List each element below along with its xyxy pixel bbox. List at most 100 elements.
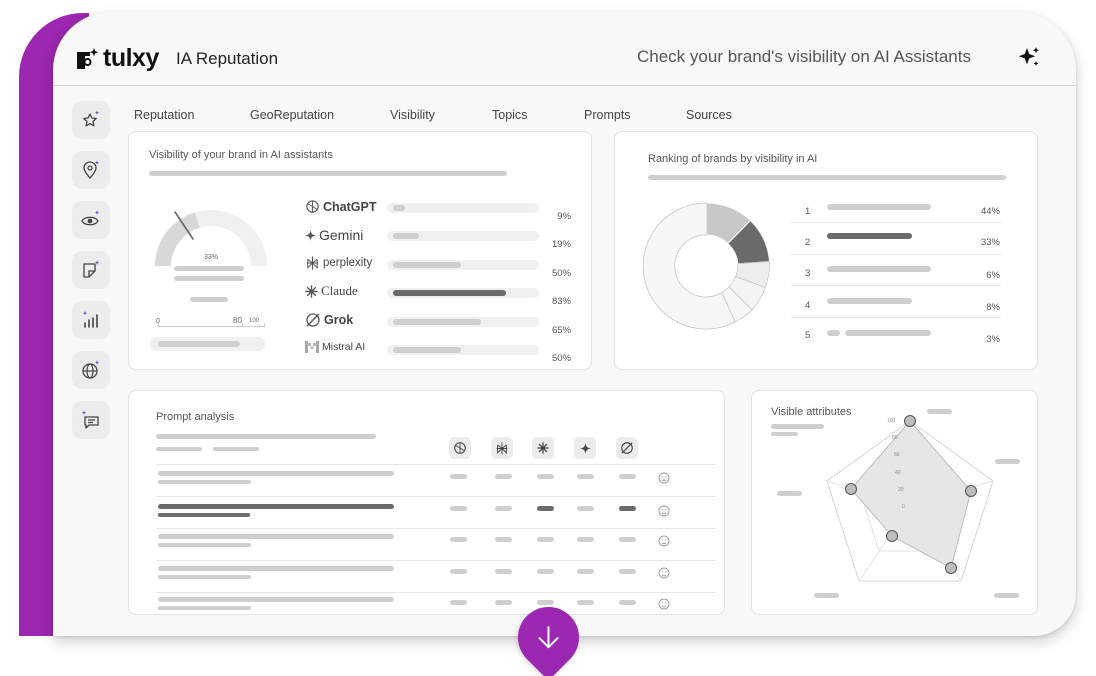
sidebar-item-reputation[interactable] (72, 101, 110, 139)
radar-point (886, 530, 898, 542)
brand-chatgpt-label: ChatGPT (323, 199, 377, 214)
smile-face-icon (658, 504, 670, 522)
prompt-divider (156, 560, 716, 561)
assistant-bar (393, 262, 461, 268)
prompt-text-bar (158, 504, 394, 509)
placeholder-bar (149, 171, 507, 176)
sidebar-item-sources[interactable] (72, 351, 110, 389)
tool-grok[interactable] (616, 437, 638, 459)
gemini-icon (579, 442, 591, 454)
visibility-gauge (155, 210, 267, 266)
grok-icon (306, 313, 320, 327)
prompt-cell (619, 506, 636, 511)
brand-mistral: Mistral AI (305, 341, 365, 353)
radar-point (845, 483, 857, 495)
app-header: tulxy IA Reputation Check your brand's v… (53, 12, 1076, 86)
radar-area (850, 420, 972, 569)
perplexity-icon (496, 441, 508, 455)
radar-point (904, 415, 916, 427)
percent-chatgpt: 9% (557, 211, 571, 222)
tool-gemini[interactable] (574, 437, 596, 459)
prompt-cell (495, 506, 512, 511)
axis-label-placeholder (777, 491, 802, 496)
brand-grok: Grok (305, 312, 353, 328)
rank-percent: 44% (980, 206, 1000, 217)
placeholder-bar (174, 266, 244, 271)
tool-perplexity[interactable] (491, 437, 513, 459)
prompt-cell (619, 569, 636, 574)
tab-prompts[interactable]: Prompts (584, 108, 631, 122)
sidebar-item-georeputation[interactable] (72, 151, 110, 189)
tab-georeputation[interactable]: GeoReputation (250, 108, 335, 122)
sad-face-icon (658, 471, 670, 489)
logo[interactable]: tulxy (75, 44, 159, 73)
prompt-cell (537, 474, 554, 479)
radar-scale-label: 40 (895, 470, 901, 476)
rank-divider (791, 285, 1001, 286)
eye-icon (81, 210, 100, 226)
tagline: Check your brand's visibility on AI Assi… (637, 47, 971, 66)
tool-claude[interactable] (532, 437, 554, 459)
perplexity-icon (306, 256, 319, 270)
prompt-cell (537, 537, 554, 542)
brand-gemini: Gemini (305, 227, 363, 243)
tool-chatgpt[interactable] (449, 437, 471, 459)
assistant-bar (393, 319, 481, 325)
scale-max: 100 (249, 318, 260, 324)
sidebar-item-prompts[interactable] (72, 301, 110, 339)
percent-gemini: 19% (551, 239, 571, 250)
scale-tick (158, 323, 159, 327)
globe-icon (82, 360, 100, 379)
rank-bar (827, 204, 931, 210)
percent-mistral: 50% (551, 353, 571, 364)
mistral-icon (305, 341, 319, 353)
sidebar-item-visibility[interactable] (72, 201, 110, 239)
prompt-cell (495, 600, 512, 605)
ranking-donut (643, 202, 771, 330)
smile-face-icon (658, 566, 670, 584)
rank-number: 4 (805, 300, 811, 311)
prompt-text-bar (158, 471, 394, 476)
brand-mistral-label: Mistral AI (322, 341, 366, 353)
brand-grok-label: Grok (324, 313, 354, 327)
rank-percent: 3% (986, 334, 1000, 345)
percent-perplexity: 50% (551, 268, 571, 279)
prompt-text-bar (158, 480, 251, 484)
scroll-down-button[interactable] (505, 594, 592, 676)
logo-text: tulxy (103, 44, 159, 72)
sidebar-item-topics[interactable] (72, 251, 110, 289)
sticker-icon (83, 260, 100, 278)
prompt-cell (537, 569, 554, 574)
gauge-value: 33% (203, 254, 218, 261)
scale-mark: 80 (233, 316, 242, 325)
sparkle-icon[interactable] (1017, 45, 1041, 69)
tab-reputation[interactable]: Reputation (134, 108, 195, 122)
chatgpt-icon (306, 200, 319, 213)
brand-perplexity-label: perplexity (323, 257, 373, 269)
radar-scale-label: 80 (892, 435, 898, 441)
scale-tick (242, 323, 243, 327)
prompt-cell (577, 569, 594, 574)
prompt-text-bar (158, 543, 251, 547)
prompt-divider (156, 464, 716, 465)
axis-label-placeholder (814, 593, 839, 598)
tab-sources[interactable]: Sources (686, 108, 732, 122)
gemini-icon (305, 229, 316, 241)
prompt-cell (450, 569, 467, 574)
rank-bar (827, 233, 912, 239)
rank-divider (791, 317, 1001, 318)
radar-point (945, 562, 957, 574)
sidebar-item-chat[interactable] (72, 401, 110, 439)
prompt-card: Prompt analysis (128, 390, 725, 615)
tab-topics[interactable]: Topics (492, 108, 528, 122)
prompt-cell (450, 474, 467, 479)
visibility-card: Visibility of your brand in AI assistant… (128, 131, 592, 370)
prompt-text-bar (158, 534, 394, 539)
brand-claude: Claude (305, 283, 358, 299)
attributes-radar (826, 415, 994, 582)
tab-visibility[interactable]: Visibility (390, 108, 435, 122)
scale-tick (264, 323, 265, 327)
placeholder-bar (771, 424, 824, 429)
placeholder-bar (156, 447, 202, 451)
brand-perplexity: perplexity (305, 255, 372, 271)
